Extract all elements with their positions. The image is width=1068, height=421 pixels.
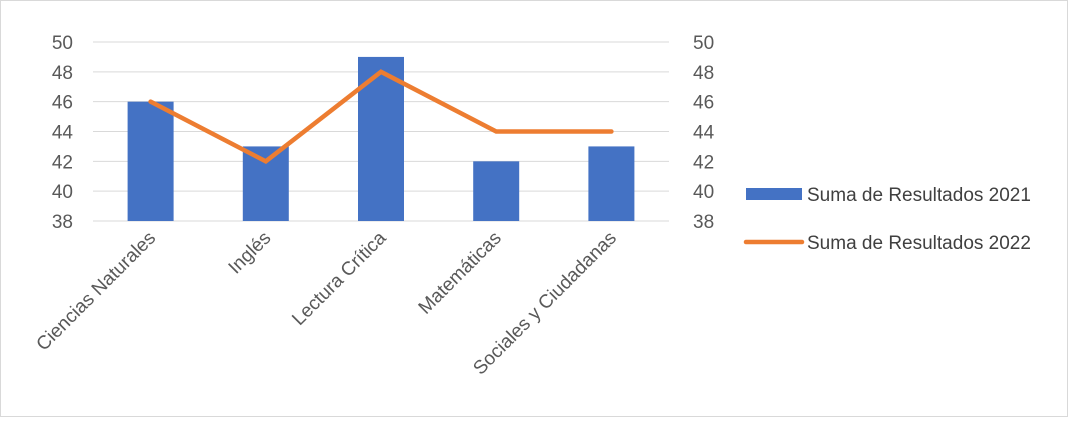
legend-label: Suma de Resultados 2021 (807, 185, 1031, 206)
y-axis-left: 38 40 42 44 46 48 50 (52, 33, 74, 233)
y-tick-label-left: 50 (52, 33, 73, 54)
y-tick-label-left: 38 (52, 212, 73, 233)
y-axis-right: 38 40 42 44 46 48 50 (693, 33, 715, 233)
x-tick-label: Ciencias Naturales (33, 228, 161, 356)
series-line (148, 69, 614, 164)
y-tick-label-right: 38 (693, 212, 714, 233)
y-tick-label-left: 44 (52, 123, 74, 144)
x-tick-label: Matemáticas (415, 228, 506, 319)
legend: Suma de Resultados 2021 Suma de Resultado… (743, 185, 1031, 254)
y-tick-label-right: 50 (693, 33, 714, 54)
x-axis: Ciencias Naturales Inglés Lectura Crítica M… (33, 227, 621, 379)
bar (588, 146, 635, 221)
bar-series (127, 56, 635, 221)
bar (127, 101, 174, 221)
line-series (148, 69, 614, 164)
y-tick-label-left: 42 (52, 152, 73, 173)
y-tick-label-left: 46 (52, 93, 73, 114)
bar (242, 146, 289, 221)
x-tick-label: Lectura Crítica (288, 227, 391, 330)
y-tick-label-right: 48 (693, 63, 714, 84)
y-tick-label-right: 44 (693, 123, 715, 144)
bar (473, 161, 520, 221)
x-tick-label: Inglés (225, 228, 276, 279)
y-tick-label-left: 40 (52, 182, 73, 203)
y-tick-label-right: 46 (693, 93, 714, 114)
y-tick-label-right: 40 (693, 182, 714, 203)
y-tick-label-left: 48 (52, 63, 73, 84)
y-tick-label-right: 42 (693, 152, 714, 173)
legend-swatch-bar (746, 188, 802, 200)
legend-label: Suma de Resultados 2022 (807, 233, 1031, 254)
